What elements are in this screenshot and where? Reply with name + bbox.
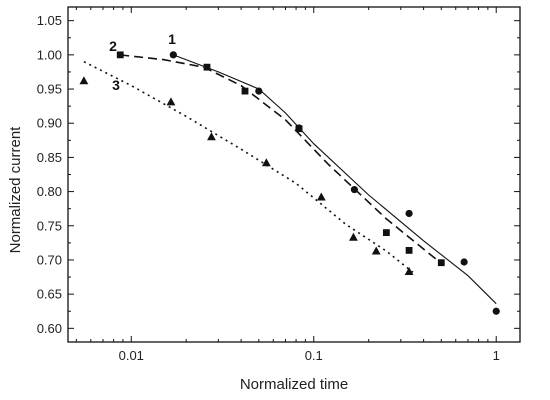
- curve-label-3: 3: [112, 77, 120, 93]
- y-tick-label: 0.75: [37, 218, 62, 233]
- series-layer: [79, 51, 500, 315]
- x-axis-title: Normalized time: [240, 376, 348, 393]
- y-axis-title: Normalized current: [7, 126, 24, 254]
- x-tick-label: 1: [493, 348, 500, 363]
- series-2-point: [203, 63, 211, 71]
- series-2-point: [241, 87, 249, 95]
- y-tick-label: 0.95: [37, 82, 62, 97]
- y-tick-label: 0.90: [37, 116, 62, 131]
- series-2-point: [382, 229, 390, 237]
- series-2-fit-line: [120, 54, 442, 265]
- series-1: [169, 51, 500, 315]
- series-3-fit-line: [83, 60, 414, 273]
- y-tick-label: 0.70: [37, 252, 62, 267]
- series-2: [116, 51, 445, 267]
- series-3-point: [79, 76, 89, 85]
- series-1-point: [492, 307, 500, 315]
- curve-label-1: 1: [168, 31, 176, 47]
- y-tick-label: 0.60: [37, 321, 62, 336]
- series-3-point: [207, 132, 216, 141]
- x-tick-label: 0.1: [305, 348, 323, 363]
- series-3-point: [404, 266, 414, 275]
- series-2-point: [295, 125, 303, 133]
- series-1-point: [405, 209, 413, 218]
- series-3-point: [349, 232, 358, 241]
- series-1-point: [255, 87, 263, 95]
- y-tick-label: 1.00: [37, 47, 62, 62]
- series-3: [79, 60, 414, 275]
- y-tick-label: 0.65: [37, 287, 62, 302]
- axis-layer: 0.60 0.65 0.70 0.75 0.80 0.85 0.90 0.95 1.00 1.05…: [37, 6, 521, 363]
- series-3-point: [316, 192, 326, 201]
- y-tick-label: 0.85: [37, 150, 62, 165]
- series-3-point: [261, 158, 271, 167]
- series-2-point: [437, 259, 445, 267]
- y-tick-label: 1.05: [37, 13, 62, 28]
- series-3-point: [371, 246, 381, 255]
- series-1-point: [169, 51, 177, 59]
- y-tick-label: 0.80: [37, 184, 62, 199]
- series-3-point: [166, 97, 176, 106]
- series-1-fit-line: [173, 54, 497, 305]
- x-tick-label: 0.01: [119, 348, 144, 363]
- series-2-point: [116, 51, 124, 59]
- curve-label-2: 2: [109, 38, 117, 54]
- series-1-point: [460, 258, 468, 266]
- series-2-point: [405, 246, 413, 254]
